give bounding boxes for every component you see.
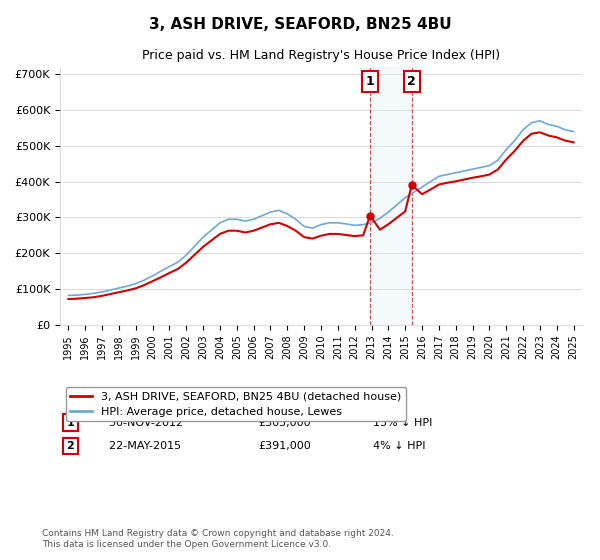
Text: 13% ↓ HPI: 13% ↓ HPI	[373, 418, 433, 428]
Text: 2: 2	[67, 441, 74, 451]
Text: 1: 1	[67, 418, 74, 428]
Title: Price paid vs. HM Land Registry's House Price Index (HPI): Price paid vs. HM Land Registry's House …	[142, 49, 500, 62]
Text: Contains HM Land Registry data © Crown copyright and database right 2024.
This d: Contains HM Land Registry data © Crown c…	[42, 529, 394, 549]
Text: £305,000: £305,000	[259, 418, 311, 428]
Text: 30-NOV-2012: 30-NOV-2012	[102, 418, 183, 428]
Bar	[370, 67, 412, 325]
Legend: 3, ASH DRIVE, SEAFORD, BN25 4BU (detached house), HPI: Average price, detached h: 3, ASH DRIVE, SEAFORD, BN25 4BU (detache…	[65, 387, 406, 422]
Text: £391,000: £391,000	[259, 441, 311, 451]
Text: 2: 2	[407, 75, 416, 88]
Text: 4% ↓ HPI: 4% ↓ HPI	[373, 441, 426, 451]
Text: 1: 1	[366, 75, 374, 88]
Text: 22-MAY-2015: 22-MAY-2015	[102, 441, 181, 451]
Text: 3, ASH DRIVE, SEAFORD, BN25 4BU: 3, ASH DRIVE, SEAFORD, BN25 4BU	[149, 17, 451, 32]
